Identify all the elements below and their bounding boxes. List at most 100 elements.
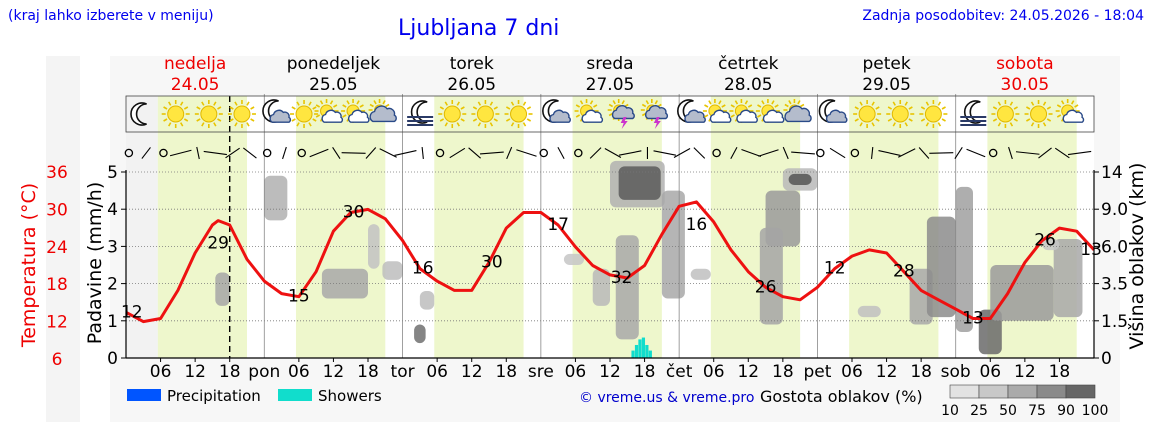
wind-calm-symbol — [297, 148, 306, 158]
sun-ray — [493, 118, 498, 122]
hour-label: 06 — [703, 362, 725, 382]
sun-icon — [919, 100, 948, 128]
sun-ray — [747, 104, 753, 108]
sun-disc — [1030, 105, 1048, 123]
day-date: 24.05 — [171, 75, 220, 95]
sun-ray — [941, 118, 946, 122]
cloud-density-patch — [1053, 238, 1083, 318]
wind-barb — [379, 148, 397, 158]
hour-label: 18 — [495, 362, 517, 382]
sun-cloud-icon — [702, 99, 732, 123]
thunderstorm-icon — [607, 99, 635, 129]
sun-ray — [359, 104, 364, 108]
wind-calm-symbol — [262, 148, 272, 158]
sun-disc — [891, 105, 909, 123]
day-name: ponedeljek — [287, 54, 381, 74]
sun-ray — [784, 103, 789, 108]
cloud-density-label: 25 — [970, 403, 988, 419]
temperature-value-label: 15 — [288, 287, 310, 307]
sun-ray — [875, 106, 880, 110]
sun-ray — [734, 100, 739, 105]
sun-ray — [1013, 118, 1018, 122]
cloud-density-patch — [615, 235, 639, 340]
hour-label: 06 — [979, 362, 1001, 382]
day-date: 26.05 — [447, 75, 496, 95]
precip-tick-label: 0 — [107, 349, 118, 369]
sun-disc — [167, 105, 185, 123]
wind-barb — [870, 146, 874, 160]
sun-ray — [771, 100, 775, 105]
wind-calm-symbol — [850, 148, 860, 158]
day-date: 29.05 — [862, 75, 911, 95]
wind-calm-symbol — [816, 148, 825, 158]
wind-barb — [196, 146, 200, 160]
precip-tick-label: 4 — [107, 200, 118, 220]
cloud-shape — [611, 105, 635, 120]
sun-ray — [456, 122, 460, 127]
sun-ray — [456, 101, 460, 106]
wind-barb — [365, 147, 377, 159]
cloud-density-label: 90 — [1057, 403, 1075, 419]
sun-ray — [444, 101, 448, 106]
precip-tick-label: 1 — [107, 312, 118, 332]
wind-calm-symbol — [124, 148, 134, 158]
temperature-value-label: 26 — [1034, 231, 1056, 251]
wind-barb — [309, 148, 329, 158]
wind-barb — [618, 150, 642, 156]
day-abbrev-label: tor — [391, 362, 415, 382]
sun-ray — [477, 101, 482, 106]
day-name: sobota — [996, 54, 1054, 74]
sun-ray — [342, 114, 347, 118]
sun-ray — [1056, 104, 1062, 108]
hour-label: 12 — [599, 362, 621, 382]
wind-barb — [557, 146, 565, 160]
sun-ray — [875, 118, 880, 122]
showers-legend-label: Showers — [318, 387, 382, 405]
sun-ray — [217, 106, 222, 110]
sun-ray — [472, 106, 478, 110]
cloud-height-tick-label: 1.5 — [1101, 312, 1128, 332]
sun-ray — [489, 122, 494, 127]
sun-ray — [477, 122, 482, 127]
temp-axis-title: Temperatura (°C) — [18, 183, 40, 348]
hour-label: 18 — [219, 362, 241, 382]
day-abbrev-label: sob — [941, 362, 971, 382]
cloud-density-patch — [368, 224, 380, 269]
sun-ray — [291, 106, 296, 110]
hour-label: 18 — [357, 362, 379, 382]
sun-ray — [621, 100, 625, 105]
precipitation-swatch — [127, 389, 161, 401]
cloud-density-patch — [414, 324, 426, 344]
sun-ray — [1074, 104, 1079, 108]
sun-ray — [196, 106, 201, 110]
wind-barb — [918, 147, 930, 159]
sun-ray — [708, 100, 712, 105]
sun-icon — [227, 100, 256, 128]
sun-ray — [1009, 122, 1014, 127]
temperature-value-label: 13 — [962, 308, 984, 328]
sun-ray — [925, 101, 930, 106]
sun-ray — [522, 122, 527, 127]
sun-ray — [925, 122, 930, 127]
sun-disc — [476, 105, 494, 123]
moon-cloud-icon — [262, 99, 292, 123]
thunderstorm-icon — [640, 99, 668, 129]
sun-ray — [229, 106, 234, 110]
cloud-density-patch — [382, 261, 403, 280]
sun-ray — [213, 122, 217, 127]
day-abbrev-label: čet — [666, 362, 693, 382]
cloud-density-patch — [563, 253, 585, 265]
sun-ray — [163, 106, 168, 110]
wind-barb — [1067, 150, 1092, 156]
sun-ray — [757, 114, 762, 118]
day-date: 27.05 — [586, 75, 635, 95]
wind-barb — [653, 150, 677, 156]
sun-disc — [924, 105, 942, 123]
sun-disc — [996, 105, 1014, 123]
moon-cloud-icon — [677, 99, 706, 123]
wind-barb — [332, 146, 341, 160]
cloud-density-patch — [690, 268, 711, 280]
sun-ray — [373, 100, 377, 105]
cloud-height-axis-title: Višina oblakov (km) — [1126, 163, 1148, 350]
daylight-band — [157, 96, 247, 358]
